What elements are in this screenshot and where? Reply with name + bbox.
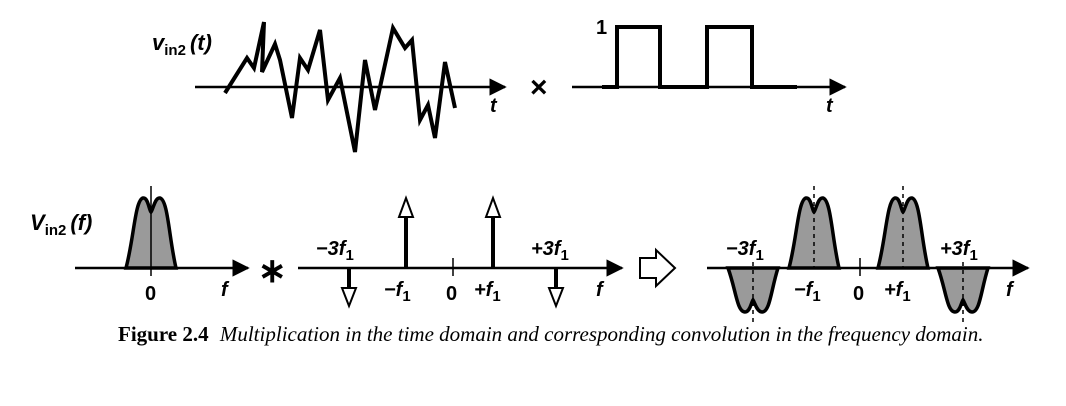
- freq-axis-label-right: f: [1006, 279, 1015, 301]
- freq-axis-label-middle: f: [596, 279, 605, 301]
- result-lobe-negf1: [786, 196, 842, 270]
- impulse-label-neg3f1: −3f1: [316, 238, 354, 264]
- impulse-pos3f1-arrowhead: [547, 287, 565, 309]
- impulse-negf1-arrowhead: [397, 195, 415, 218]
- figure-number: Figure 2.4: [118, 322, 209, 346]
- result-label-negf1: −f1: [794, 279, 821, 305]
- pulse-amplitude-label: 1: [596, 17, 607, 39]
- Vin2-f-label: Vin2 (f): [30, 210, 92, 239]
- impulse-label-zero: 0: [446, 283, 457, 305]
- impulse-label-posf1: +f1: [474, 279, 501, 305]
- square-wave-trace: [602, 25, 797, 89]
- impulse-label-negf1: −f1: [384, 279, 411, 305]
- multiply-symbol: ×: [530, 71, 548, 104]
- freq-axis-label-left: f: [221, 279, 230, 301]
- result-label-neg3f1: −3f1: [726, 238, 764, 264]
- result-label-posf1: +f1: [884, 279, 911, 305]
- result-label-pos3f1: +3f1: [940, 238, 978, 264]
- origin-label-left: 0: [145, 283, 156, 305]
- impulse-posf1-arrowhead: [484, 195, 502, 218]
- caption-text: Multiplication in the time domain and co…: [219, 322, 984, 346]
- implies-arrow-icon: [639, 247, 677, 289]
- convolve-symbol: ∗: [258, 252, 287, 290]
- time-axis-label-left: t: [490, 95, 498, 117]
- time-axis-label-right: t: [826, 95, 834, 117]
- vin2-t-label: vin2 (t): [152, 30, 212, 59]
- impulse-label-pos3f1: +3f1: [531, 238, 569, 264]
- impulse-neg3f1-arrowhead: [340, 287, 358, 309]
- result-lobe-posf1: [875, 196, 931, 270]
- result-label-zero: 0: [853, 283, 864, 305]
- figure-caption: Figure 2.4 Multiplication in the time do…: [118, 320, 1048, 348]
- random-signal-trace: [223, 21, 457, 153]
